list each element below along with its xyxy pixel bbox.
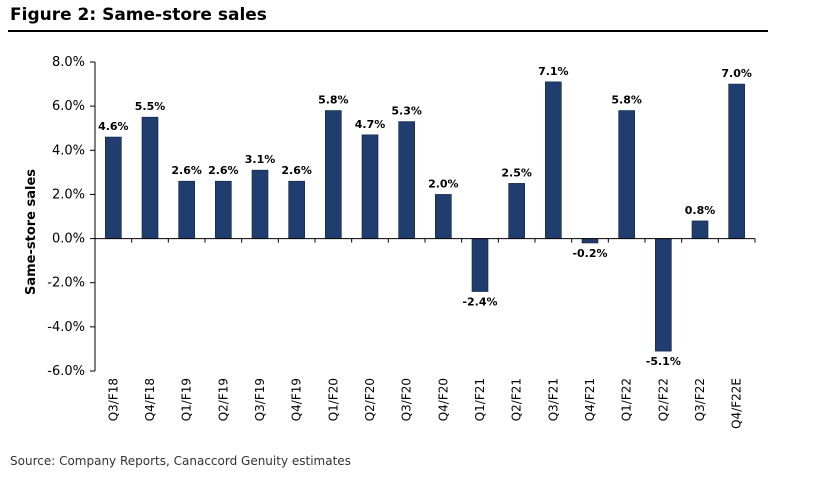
y-tick-label: 0.0% (52, 232, 85, 247)
bar (325, 110, 342, 239)
bar (728, 83, 745, 239)
y-tick-label: 8.0% (52, 55, 85, 70)
data-label: 7.1% (538, 65, 569, 78)
y-tick-label: 6.0% (52, 99, 85, 114)
data-label: 0.8% (685, 204, 716, 217)
x-tick-label: Q4/F22E (730, 378, 744, 429)
bar (691, 220, 709, 239)
x-tick-label: Q4/F20 (436, 378, 450, 421)
data-label: 4.6% (98, 120, 129, 133)
data-label: -0.2% (572, 247, 607, 260)
data-label: 5.3% (391, 105, 422, 118)
data-label: -5.1% (646, 355, 681, 368)
title-rule (8, 30, 768, 32)
y-axis-label: Same-store sales (24, 169, 39, 295)
bar (105, 136, 122, 239)
bar (288, 180, 305, 239)
data-label: 7.0% (721, 67, 752, 80)
y-tick-label: -4.0% (47, 320, 85, 335)
bar (361, 134, 379, 239)
x-tick-label: Q4/F19 (290, 378, 304, 421)
data-label: 2.5% (501, 166, 532, 179)
x-tick-label: Q3/F22 (693, 378, 707, 421)
bar (471, 238, 489, 292)
x-tick-label: Q1/F22 (620, 378, 634, 421)
bar (251, 169, 269, 239)
y-tick-label: -2.0% (47, 276, 85, 291)
bar (618, 110, 635, 239)
bar (141, 116, 159, 239)
data-label: 4.7% (355, 118, 386, 131)
data-label: 2.0% (428, 177, 459, 190)
data-label: 5.8% (611, 94, 642, 107)
bar (655, 238, 672, 352)
x-tick-label: Q3/F19 (253, 378, 267, 421)
x-tick-label: Q1/F21 (473, 378, 487, 421)
bar (215, 180, 232, 239)
data-label: -2.4% (462, 296, 497, 309)
x-tick-label: Q2/F20 (363, 378, 377, 421)
bar (178, 180, 195, 239)
same-store-sales-chart: 8.0% 6.0% 4.0% 2.0% 0.0% -2.0% -4.0% -6.0% 4.6%… (24, 55, 756, 429)
figure-title: Figure 2: Same-store sales (10, 5, 267, 25)
x-tick-label: Q3/F20 (400, 378, 414, 421)
x-tick-label: Q3/F18 (106, 378, 120, 421)
source-note: Source: Company Reports, Canaccord Genui… (10, 454, 351, 468)
x-tick-label: Q1/F20 (326, 378, 340, 421)
bar (545, 81, 562, 239)
x-tick-label: Q2/F19 (216, 378, 230, 421)
bar (581, 238, 599, 244)
data-label: 2.6% (171, 164, 202, 177)
bar (398, 121, 415, 239)
data-label: 2.6% (281, 164, 312, 177)
bars: 4.6% 5.5% 2.6% 2.6% 3.1% 2.6% 5.8% 4.7% 5.3% 2.0%… (98, 65, 752, 368)
data-label: 5.8% (318, 94, 349, 107)
x-tick-label: Q2/F22 (656, 378, 670, 421)
x-tick-label: Q2/F21 (510, 378, 524, 421)
y-tick-label: 4.0% (52, 143, 85, 158)
x-axis: Q3/F18 Q4/F18 Q1/F19 Q2/F19 Q3/F19 Q4/F19 Q1/F… (95, 238, 756, 429)
data-label: 2.6% (208, 164, 239, 177)
x-tick-label: Q3/F21 (546, 378, 560, 421)
y-tick-label: 2.0% (52, 187, 85, 202)
bar (508, 183, 525, 239)
bar (435, 194, 452, 239)
y-axis: 8.0% 6.0% 4.0% 2.0% 0.0% -2.0% -4.0% -6.0% (47, 55, 96, 379)
data-label: 5.5% (135, 100, 166, 113)
x-tick-label: Q4/F21 (583, 378, 597, 421)
x-tick-label: Q4/F18 (143, 378, 157, 421)
y-tick-label: -6.0% (47, 364, 85, 379)
x-tick-label: Q1/F19 (180, 378, 194, 421)
data-label: 3.1% (245, 153, 276, 166)
